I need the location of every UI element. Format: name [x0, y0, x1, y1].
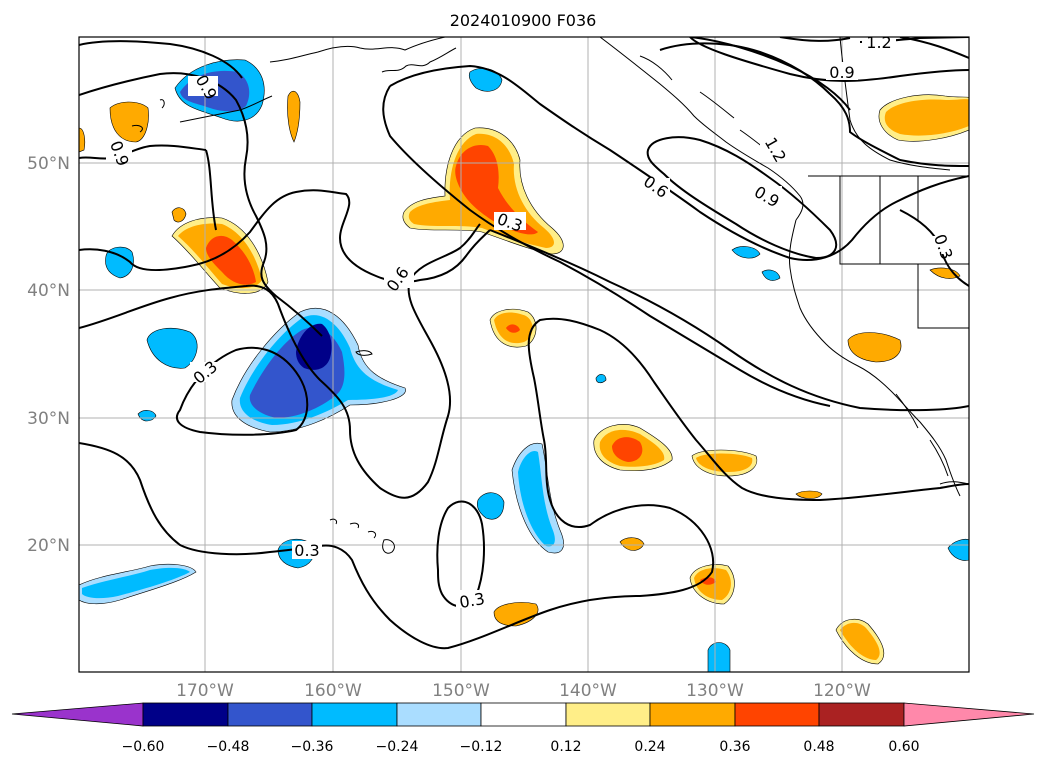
british-columbia-coast [599, 37, 804, 221]
us-west-coast [789, 219, 961, 497]
colorbar-swatch [227, 702, 313, 727]
colorbar-tick-label: 0.60 [888, 739, 919, 755]
colorbar-tick-label: 0.48 [803, 739, 834, 755]
colorbar-tick-label: 0.24 [634, 739, 665, 755]
colorbar-tick-label: −0.24 [376, 739, 419, 755]
colorbar-tick-label: −0.36 [291, 739, 334, 755]
contour-label-09-north: 0.9 [829, 63, 854, 82]
colorbar-swatch [396, 702, 482, 727]
colorbar-ticks: −0.60 −0.48 −0.36 −0.24 −0.12 0.12 0.24 … [122, 739, 920, 755]
colorbar-swatch [565, 702, 651, 727]
colorbar-swatch [649, 702, 736, 727]
colorbar-swatch [311, 702, 398, 727]
contour-label-03-south: 0.3 [458, 589, 486, 612]
alaska-coast [269, 37, 446, 63]
contour-09 [389, 64, 969, 261]
lat-label-30n: 30°N [27, 409, 70, 429]
contour-06-main [79, 189, 491, 284]
latitude-labels: 50°N 40°N 30°N 20°N [27, 154, 70, 556]
colorbar-tick-label: −0.12 [460, 739, 503, 755]
longitude-labels: 170°W 160°W 150°W 140°W 130°W 120°W [176, 681, 871, 701]
lon-label-160w: 160°W [304, 681, 362, 701]
colorbar [11, 702, 1035, 727]
lon-label-150w: 150°W [432, 681, 490, 701]
colorbar-tick-label: −0.60 [122, 739, 165, 755]
contour-label-03-hawaii: 0.3 [294, 541, 319, 560]
lat-label-50n: 50°N [27, 154, 70, 174]
lon-label-170w: 170°W [176, 681, 234, 701]
lon-label-120w: 120°W [813, 681, 871, 701]
map-title: 2024010900 F036 [450, 11, 597, 30]
colorbar-extend-high [903, 702, 1035, 727]
colorbar-tick-label: −0.48 [207, 739, 250, 755]
contour-labels: 0.3 0.3 0.3 0.3 0.3 0.6 0.6 0.9 0.9 0.9 … [106, 33, 957, 612]
lat-label-40n: 40°N [27, 281, 70, 301]
lat-label-20n: 20°N [27, 536, 70, 556]
colorbar-swatch [734, 702, 820, 727]
lon-label-140w: 140°W [559, 681, 617, 701]
lon-label-130w: 130°W [686, 681, 744, 701]
coastlines [131, 37, 969, 554]
hawaii-islands [329, 518, 395, 554]
colorbar-tick-label: 0.36 [719, 739, 750, 755]
map-frame [78, 36, 970, 673]
us-state-borders [839, 176, 969, 329]
colorbar-swatch [142, 702, 229, 727]
contour-03-central [175, 346, 309, 436]
colorbar-extend-low [11, 702, 144, 727]
contour-label-12-north: 1.2 [866, 33, 891, 52]
colorbar-tick-label: 0.12 [550, 739, 581, 755]
colorbar-swatch [818, 702, 905, 727]
colorbar-swatch [480, 702, 567, 727]
contour-06-north [79, 72, 323, 337]
